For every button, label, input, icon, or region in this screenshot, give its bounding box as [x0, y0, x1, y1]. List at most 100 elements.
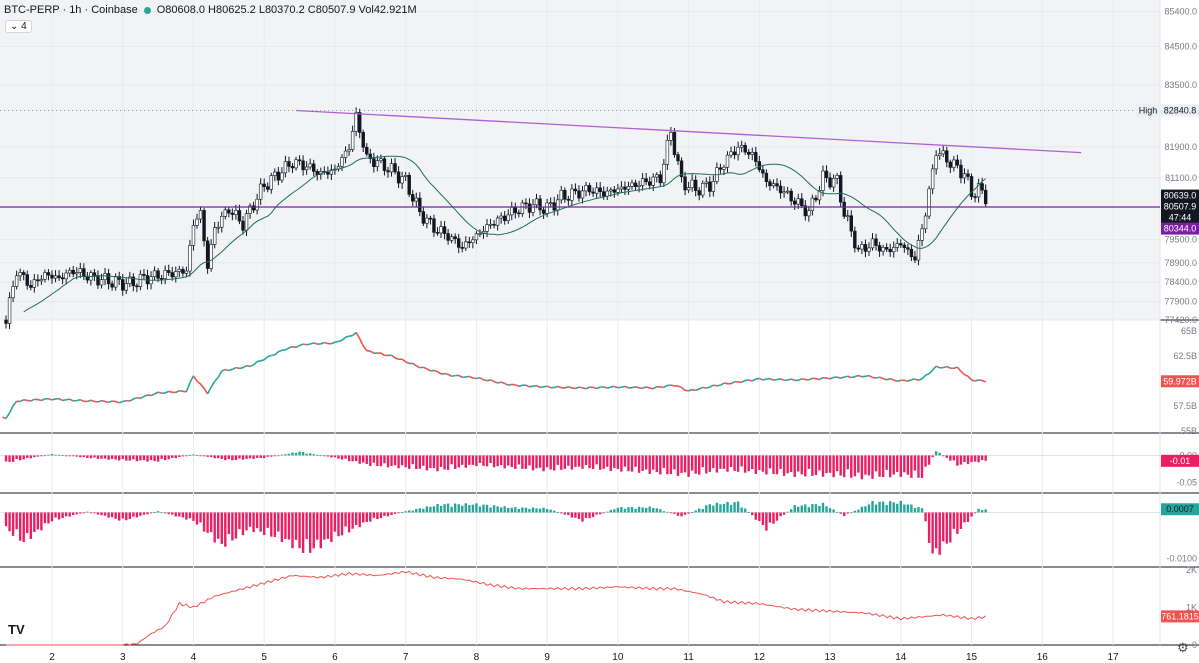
candle-body — [913, 256, 917, 261]
candle-body — [941, 150, 945, 155]
candle-body — [888, 248, 892, 253]
candle-body — [739, 145, 744, 148]
indicator1-segment — [861, 375, 866, 378]
candle-body — [304, 166, 309, 171]
candle-body — [400, 176, 404, 184]
indicator1-segment — [971, 379, 976, 382]
histogram-bar — [340, 512, 344, 536]
histogram-bar — [952, 455, 956, 461]
indicator1-segment — [12, 400, 18, 407]
histogram-bar — [556, 455, 559, 465]
histogram-bar — [959, 512, 963, 529]
price-label-bg — [1161, 211, 1199, 224]
histogram-bar — [740, 507, 743, 513]
histogram-bar — [574, 512, 577, 518]
indicator1-segment — [868, 374, 873, 379]
indicator1-segment — [164, 390, 170, 394]
histogram-bar — [765, 512, 768, 531]
indicator1-segment — [458, 374, 463, 378]
histogram-bar — [117, 512, 121, 521]
histogram-bar — [846, 512, 849, 514]
candle-body — [308, 163, 312, 168]
moving-average-line — [23, 155, 987, 313]
candle-body — [85, 275, 90, 281]
indicator1-segment — [500, 381, 505, 385]
histogram-bar — [47, 512, 50, 524]
histogram-bar — [291, 512, 294, 549]
histogram-bar — [422, 455, 425, 466]
histogram-bar — [825, 455, 828, 474]
x-tick-label: 12 — [754, 652, 766, 663]
histogram-bar — [637, 506, 641, 513]
histogram-bar — [591, 455, 595, 470]
indicator1-segment — [741, 379, 746, 384]
histogram-bar — [606, 455, 609, 467]
indicator1-segment — [90, 399, 95, 403]
histogram-bar — [301, 451, 305, 456]
histogram-bar — [549, 509, 552, 513]
histogram-bar — [192, 454, 195, 456]
candle-body — [952, 159, 956, 168]
histogram-bar — [758, 455, 761, 471]
histogram-bar — [330, 512, 333, 543]
candle-body — [754, 152, 758, 162]
indicator1-segment — [203, 387, 209, 395]
indicator-tick-label: 55B — [1181, 426, 1197, 436]
candle-body — [697, 190, 701, 196]
histogram-bar — [881, 455, 885, 478]
histogram-bar — [733, 502, 736, 513]
histogram-bar — [178, 512, 181, 517]
gear-icon[interactable]: ⚙ — [1177, 640, 1189, 655]
histogram-bar — [743, 455, 747, 473]
histogram-bar — [917, 507, 920, 513]
indicator1-segment — [27, 399, 31, 402]
histogram-bar — [153, 455, 156, 462]
histogram-bar — [422, 508, 425, 513]
histogram-bar — [729, 455, 733, 467]
candle-body — [407, 175, 411, 195]
indicator1-segment — [974, 379, 979, 382]
tradingview-logo: TV — [8, 622, 25, 637]
histogram-bar — [11, 455, 15, 462]
indicators-collapse-button[interactable]: ⌄ 4 — [5, 20, 32, 33]
indicator1-segment — [486, 379, 491, 382]
histogram-bar — [934, 512, 938, 549]
candle-body — [899, 243, 903, 246]
candle-body — [807, 210, 811, 217]
candle-body — [241, 220, 245, 231]
histogram-bar — [754, 455, 757, 474]
indicator1-segment — [295, 344, 300, 349]
indicator1-segment — [914, 378, 919, 381]
histogram-bar — [701, 508, 704, 513]
histogram-bar — [673, 455, 676, 470]
histogram-bar — [740, 455, 743, 467]
candle-body — [283, 161, 288, 174]
histogram-bar — [436, 504, 439, 513]
indicator1-segment — [345, 335, 350, 339]
histogram-bar — [411, 510, 414, 513]
candle-body — [297, 159, 302, 162]
indicator1-segment — [136, 396, 141, 400]
histogram-bar — [538, 455, 542, 468]
price-tick-label: 78400.0 — [1164, 277, 1197, 287]
symbol-title[interactable]: BTC-PERP · 1h · Coinbase — [4, 4, 138, 16]
histogram-bar — [768, 455, 772, 469]
histogram-bar — [277, 455, 280, 457]
histogram-bar — [82, 512, 86, 514]
histogram-bar — [47, 454, 50, 456]
candle-body — [167, 270, 171, 273]
indicator1-segment — [412, 362, 417, 367]
indicator-tick-label: 62.5B — [1173, 351, 1197, 361]
candle-body — [651, 176, 655, 186]
histogram-bar — [602, 512, 605, 514]
histogram-bar — [779, 512, 782, 517]
indicator1-segment — [58, 398, 63, 402]
indicator1-segment — [847, 375, 852, 379]
histogram-bar — [616, 455, 620, 470]
candle-body — [704, 181, 708, 184]
price-label-bg — [1161, 200, 1199, 213]
histogram-bar — [142, 455, 146, 461]
histogram-bar — [439, 505, 443, 513]
histogram-bar — [36, 512, 40, 530]
histogram-bar — [156, 511, 160, 513]
